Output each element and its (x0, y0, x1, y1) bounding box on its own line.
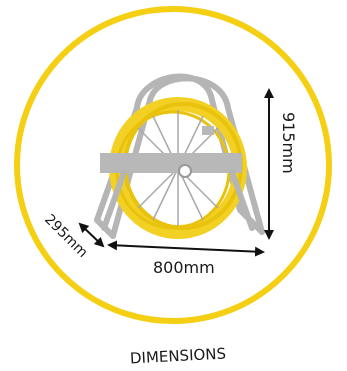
depth-label: 295mm (41, 212, 90, 261)
reel-front-legs (101, 169, 255, 231)
depth-arrow (78, 222, 105, 248)
reel-bracket (202, 126, 214, 135)
reel-hub (178, 164, 192, 178)
height-label: 915mm (279, 112, 298, 174)
dimensions-caption: DIMENSIONS (130, 344, 227, 367)
width-arrow (107, 240, 265, 257)
width-label: 800mm (153, 258, 215, 277)
outer-ring (14, 6, 332, 324)
reel-crossbar (100, 153, 242, 173)
